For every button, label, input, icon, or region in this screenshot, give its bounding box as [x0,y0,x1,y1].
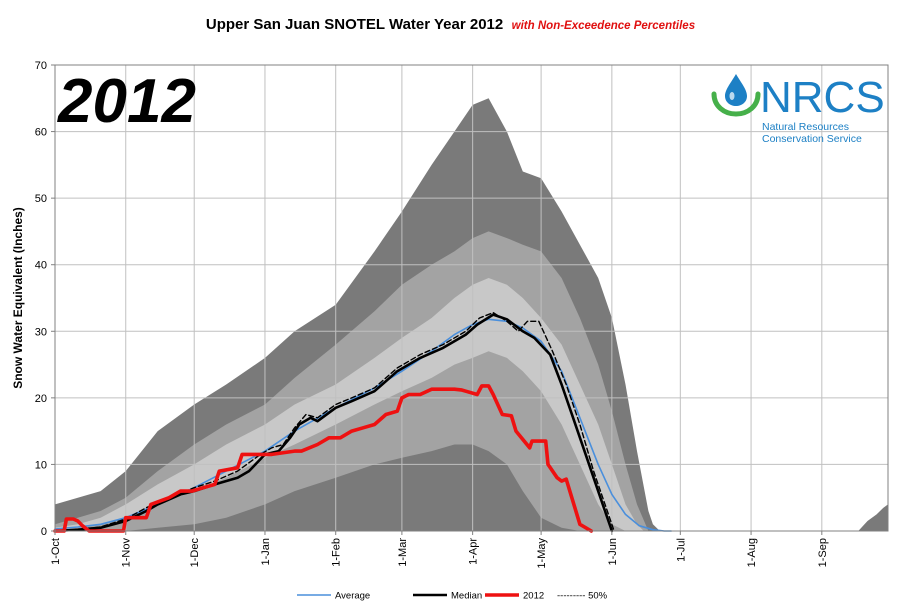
y-tick-label: 60 [35,127,47,139]
y-tick-label: 30 [35,326,47,338]
y-axis-ticks: 0 10 20 30 40 50 60 70 [35,60,55,538]
x-tick-label: 1-Jan [260,538,272,566]
x-tick-label: 1-Apr [468,538,480,565]
percentile-bands [55,98,888,532]
legend: Average Median 2012 --------- 50% [297,591,608,602]
percentile-band-late [858,504,888,531]
year-label: 2012 [57,67,196,136]
x-tick-label: 1-Sep [817,538,829,567]
legend-label-3: --------- 50% [557,591,608,602]
logo-name: NRCS [760,73,885,122]
x-tick-label: 1-Aug [746,538,758,567]
chart-title-block: Upper San Juan SNOTEL Water Year 2012 wi… [0,16,901,34]
y-tick-label: 0 [41,526,47,538]
y-tick-label: 70 [35,60,47,72]
y-tick-label: 10 [35,459,47,471]
chart-subtitle: with Non-Exceedence Percentiles [511,20,696,32]
chart-title: Upper San Juan SNOTEL Water Year 2012 [205,16,504,33]
logo-sub-line-1: Natural Resources [762,121,849,133]
x-tick-label: 1-Oct [50,538,62,565]
x-tick-label: 1-Feb [331,538,343,567]
logo-sub-line-2: Conservation Service [762,133,862,145]
series-line-median [53,313,614,533]
plot-frame [54,64,889,532]
nrcs-logo: NRCS Natural Resources Conservation Serv… [711,73,885,145]
legend-label-1: Median [451,591,482,602]
legend-label-0: Average [335,591,370,602]
y-tick-label: 40 [35,260,47,272]
x-tick-label: 1-Jun [607,538,619,566]
series-lines [53,311,673,533]
water-drop-icon [711,74,761,117]
legend-label-2: 2012 [523,591,544,602]
x-tick-label: 1-May [536,538,548,569]
x-tick-label: 1-Mar [397,538,409,567]
gridlines [55,65,888,531]
y-tick-label: 50 [35,193,47,205]
percentile-band-4 [55,444,580,531]
x-tick-label: 1-Nov [121,538,133,568]
x-tick-label: 1-Jul [675,538,687,562]
x-axis-ticks: 1-Oct 1-Nov 1-Dec 1-Jan 1-Feb 1-Mar 1-Apr 1-May… [50,531,829,569]
y-axis-title: Snow Water Equivalent (Inches) [11,207,25,389]
x-tick-label: 1-Dec [189,538,201,568]
series-line-50pct [54,311,615,532]
series-line-2012 [53,384,594,533]
y-tick-label: 20 [35,393,47,405]
